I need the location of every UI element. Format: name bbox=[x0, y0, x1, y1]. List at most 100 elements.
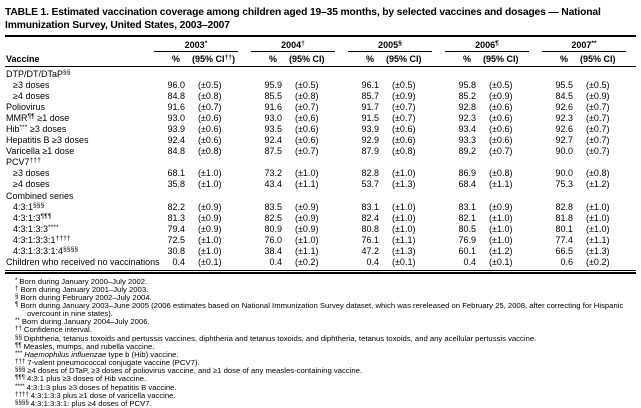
ci-cell: (±0.1) bbox=[379, 257, 442, 270]
percent-cell: 47.2 bbox=[345, 246, 379, 257]
percent-cell: 92.7 bbox=[539, 135, 573, 146]
ci-footnote-marker: †† bbox=[225, 54, 233, 61]
ci-cell: (±0.6) bbox=[476, 113, 539, 124]
year-label: 2007** bbox=[542, 40, 626, 52]
ci-cell: (±0.9) bbox=[573, 91, 636, 102]
ci-cell: (±0.8) bbox=[573, 168, 636, 179]
ci-cell: (±1.3) bbox=[379, 246, 442, 257]
year-footnote-marker: ¶ bbox=[495, 40, 499, 47]
percent-cell: 68.1 bbox=[151, 168, 185, 179]
year-text: 2004 bbox=[281, 40, 301, 50]
percent-cell: 96.0 bbox=[151, 80, 185, 91]
ci-cell: (±0.7) bbox=[282, 146, 345, 157]
ci-cell: (±0.7) bbox=[573, 113, 636, 124]
percent-cell: 81.3 bbox=[151, 213, 185, 224]
percent-cell: 79.4 bbox=[151, 224, 185, 235]
ci-cell: (±1.0) bbox=[282, 235, 345, 246]
percent-cell: 93.0 bbox=[151, 113, 185, 124]
ci-cell: (±1.0) bbox=[476, 235, 539, 246]
percent-cell: 89.2 bbox=[442, 146, 476, 157]
ci-cell: (±1.2) bbox=[573, 179, 636, 190]
table-row: 4:3:1:3:3:1:4§§§§30.8(±1.0)38.4(±1.1)47.… bbox=[5, 246, 636, 257]
vaccine-footnote-marker: ††† bbox=[30, 157, 41, 164]
percent-cell: 91.5 bbox=[345, 113, 379, 124]
ci-cell: (±1.1) bbox=[379, 235, 442, 246]
year-text: 2007 bbox=[571, 40, 591, 50]
ci-cell: (±1.0) bbox=[573, 224, 636, 235]
footnote-marker: ¶ bbox=[15, 301, 18, 308]
ci-cell: (±0.5) bbox=[573, 80, 636, 91]
year-footnote-marker: * bbox=[205, 40, 208, 47]
ci-label-close: ) bbox=[613, 54, 616, 64]
percent-cell: 87.9 bbox=[345, 146, 379, 157]
ci-cell: (±1.0) bbox=[379, 202, 442, 213]
percent-column-header: % bbox=[151, 52, 185, 67]
percent-cell: 0.4 bbox=[442, 257, 476, 270]
ci-cell: (±1.0) bbox=[185, 235, 248, 246]
year-footnote-marker: † bbox=[301, 40, 305, 47]
percent-cell: 82.4 bbox=[345, 213, 379, 224]
ci-cell: (±0.7) bbox=[379, 102, 442, 113]
vaccine-name: Hib bbox=[6, 124, 20, 134]
year-label: 2006¶ bbox=[445, 40, 529, 52]
percent-cell: 92.6 bbox=[539, 124, 573, 135]
vaccine-name: 4:3:1 bbox=[13, 202, 33, 212]
ci-cell: (±1.3) bbox=[379, 179, 442, 190]
footnote-marker: ** bbox=[15, 317, 20, 324]
table-row: Children who received no vaccinations 0.4… bbox=[5, 257, 636, 270]
vaccine-label: PCV7††† bbox=[5, 156, 636, 168]
percent-cell: 93.4 bbox=[442, 124, 476, 135]
percent-cell: 93.9 bbox=[345, 124, 379, 135]
year-footnote-marker: § bbox=[398, 40, 402, 47]
ci-label-text: (95% CI bbox=[192, 54, 225, 64]
ci-label-text: (95% CI bbox=[289, 54, 322, 64]
vaccine-label: ≥4 doses bbox=[5, 179, 151, 190]
percent-cell: 72.5 bbox=[151, 235, 185, 246]
ci-label-close: ) bbox=[516, 54, 519, 64]
ci-cell: (±0.8) bbox=[185, 146, 248, 157]
percent-cell: 93.3 bbox=[442, 135, 476, 146]
ci-cell: (±0.8) bbox=[282, 91, 345, 102]
year-header: 2005§ bbox=[345, 36, 442, 52]
ci-cell: (±1.0) bbox=[476, 213, 539, 224]
ci-cell: (±1.0) bbox=[573, 213, 636, 224]
ci-cell: (±0.2) bbox=[573, 257, 636, 270]
footnote: ¶Born during January 2003–June 2005 (200… bbox=[8, 302, 636, 318]
ci-cell: (±1.0) bbox=[379, 224, 442, 235]
percent-cell: 90.0 bbox=[539, 146, 573, 157]
ci-cell: (±1.0) bbox=[379, 168, 442, 179]
vaccine-label: MMR¶¶ ≥1 dose bbox=[5, 113, 151, 124]
vaccine-name: 4:3:1:3:3 bbox=[13, 224, 48, 234]
ci-cell: (±0.7) bbox=[573, 146, 636, 157]
vaccine-label: ≥3 doses bbox=[5, 168, 151, 179]
ci-column-header: (95% CI) bbox=[379, 52, 442, 67]
ci-cell: (±0.6) bbox=[476, 124, 539, 135]
percent-cell: 87.5 bbox=[248, 146, 282, 157]
footnote-text: Born during January 2003–June 2005 (2006… bbox=[20, 301, 623, 318]
percent-cell: 83.5 bbox=[248, 202, 282, 213]
percent-cell: 81.8 bbox=[539, 213, 573, 224]
percent-cell: 86.9 bbox=[442, 168, 476, 179]
percent-cell: 0.4 bbox=[345, 257, 379, 270]
percent-cell: 38.4 bbox=[248, 246, 282, 257]
vaccine-name: 4:3:1:3 bbox=[13, 213, 41, 223]
vaccine-label: Children who received no vaccinations bbox=[5, 257, 151, 270]
ci-cell: (±0.7) bbox=[573, 102, 636, 113]
vaccine-footnote-marker: §§§ bbox=[33, 202, 44, 209]
ci-cell: (±1.3) bbox=[573, 246, 636, 257]
ci-cell: (±0.8) bbox=[476, 168, 539, 179]
vaccine-label: ≥3 doses bbox=[5, 80, 151, 91]
ci-cell: (±0.9) bbox=[282, 224, 345, 235]
ci-label-text: (95% CI bbox=[386, 54, 419, 64]
year-text: 2005 bbox=[378, 40, 398, 50]
year-text: 2003 bbox=[185, 40, 205, 50]
vaccine-name: PCV7 bbox=[6, 157, 30, 167]
year-label: 2004† bbox=[251, 40, 335, 52]
